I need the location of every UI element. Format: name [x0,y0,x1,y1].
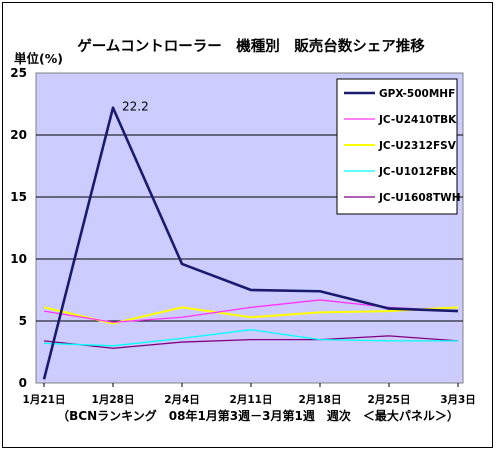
y-axis-label: 単位(%) [14,51,63,66]
y-tick-label: 20 [10,128,27,142]
chart-title: ゲームコントローラー 機種別 販売台数シェア推移 [77,37,425,55]
x-tick-label: 2月4日 [164,394,200,406]
x-tick-label: 2月18日 [299,394,342,406]
y-tick-label: 0 [19,376,27,390]
x-tick-label: 1月21日 [23,394,66,406]
legend-label: GPX-500MHF [379,88,455,100]
legend-label: JC-U2312FSV [378,140,457,152]
legend [336,78,458,215]
legend-label: JC-U2410TBK [378,114,457,126]
x-tick-label: 3月3日 [440,394,476,406]
y-tick-label: 25 [10,66,27,80]
x-tick-labels: 1月21日 1月28日 2月4日 2月11日 2月18日 2月25日 3月3日 [23,383,476,406]
series-line-gpx-500mhf [42,106,459,380]
x-tick-label: 1月28日 [92,394,135,406]
x-tick-label: 2月25日 [368,394,411,406]
y-tick-label: 15 [10,190,27,204]
y-tick-labels: 0 5 10 15 20 25 [10,66,27,390]
y-tick-label: 10 [10,252,27,266]
legend-items: GPX-500MHF JC-U2410TBK JC-U2312FSV JC-U1012… [344,88,461,204]
data-label: 22.2 [122,100,149,114]
chart-footnote: （BCNランキング 08年1月第3週－3月第1週 週次 ＜最大パネル＞） [57,408,459,423]
data-labels: 22.2 [122,100,149,114]
series-line-jc-u1012fbk [43,329,458,347]
legend-label: JC-U1012FBK [378,166,457,178]
y-tick-label: 5 [19,314,27,328]
series-line-jc-u1608twh [43,335,459,349]
series-lines [42,106,459,380]
series-line-jc-u2312fsv [43,306,459,325]
legend-label: JC-U1608TWH [378,192,461,204]
x-tick-label: 2月11日 [230,394,273,406]
